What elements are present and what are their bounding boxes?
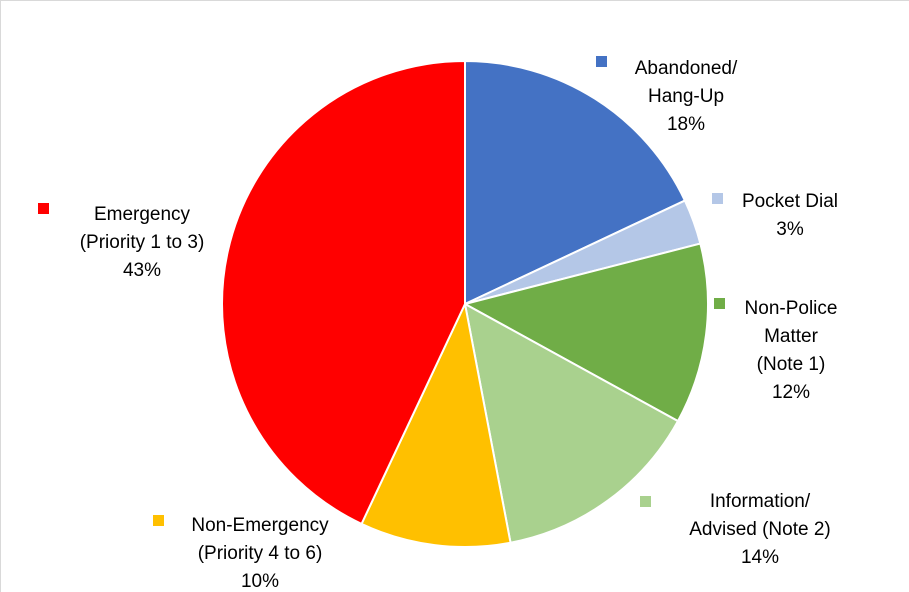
legend-swatch-non-police-matter xyxy=(714,298,725,309)
data-label-percent-non-emergency: 10% xyxy=(241,571,279,592)
legend-swatch-pocket-dial xyxy=(712,193,723,204)
pie-slice-emergency xyxy=(221,59,466,526)
data-label-non-police-matter: Matter xyxy=(764,326,819,347)
data-label-information-advised: Information/ xyxy=(710,491,811,512)
data-label-non-emergency: (Priority 4 to 6) xyxy=(198,543,323,564)
pie-slice-non-emergency xyxy=(360,300,512,548)
data-label-information-advised: Advised (Note 2) xyxy=(689,519,831,540)
data-label-percent-abandoned-hang-up: 18% xyxy=(667,114,705,135)
legend-swatch-information-advised xyxy=(640,496,651,507)
data-label-percent-emergency: 43% xyxy=(123,260,161,281)
data-label-non-police-matter: (Note 1) xyxy=(757,354,826,375)
data-label-pocket-dial: Pocket Dial xyxy=(742,191,838,212)
data-label-abandoned-hang-up: Abandoned/ xyxy=(635,58,738,79)
data-label-percent-pocket-dial: 3% xyxy=(776,219,804,240)
legend-swatch-abandoned-hang-up xyxy=(596,56,607,67)
data-label-non-emergency: Non-Emergency xyxy=(191,515,329,536)
data-label-percent-non-police-matter: 12% xyxy=(772,382,810,403)
data-label-abandoned-hang-up: Hang-Up xyxy=(648,86,724,107)
data-label-emergency: (Priority 1 to 3) xyxy=(80,232,205,253)
pie-slice-abandoned-hang-up xyxy=(464,59,687,306)
data-label-percent-information-advised: 14% xyxy=(741,547,779,568)
pie-slice-information-advised xyxy=(463,302,680,544)
data-label-non-police-matter: Non-Police xyxy=(745,298,838,319)
legend-swatch-non-emergency xyxy=(153,515,164,526)
legend-swatch-emergency xyxy=(38,203,49,214)
pie-slice-non-police-matter xyxy=(462,242,710,423)
data-label-emergency: Emergency xyxy=(94,204,191,225)
